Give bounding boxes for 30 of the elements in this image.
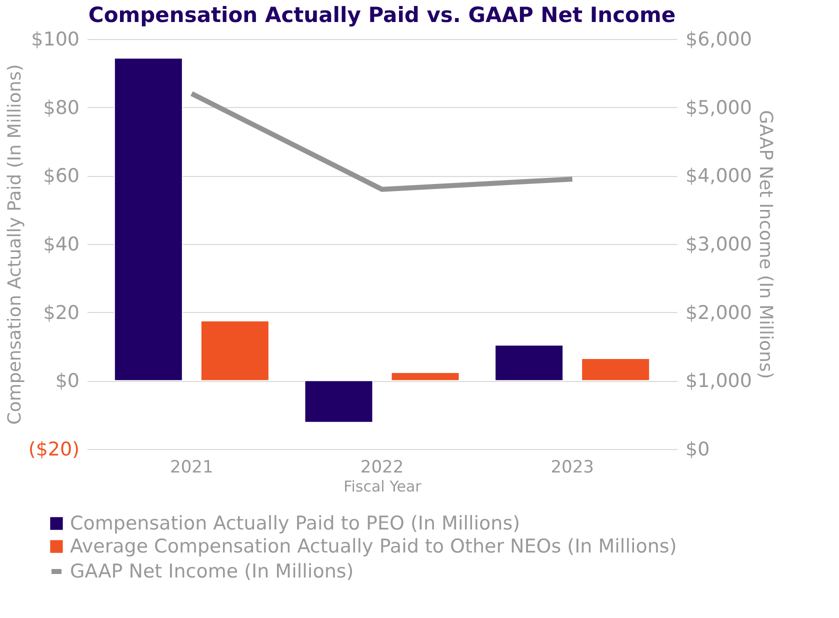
bar: [390, 372, 460, 382]
y-tick-label: $20: [43, 302, 80, 324]
bar: [114, 58, 183, 382]
y2-tick-label: $3,000: [686, 234, 752, 256]
y-tick-label: $100: [31, 28, 80, 50]
y2-tick-label: $5,000: [686, 96, 752, 119]
y-axis-title: Compensation Actually Paid (In Millions): [4, 64, 26, 425]
bar: [200, 320, 270, 382]
y-tick-label: $0: [55, 370, 80, 392]
y2-tick-label: $4,000: [686, 165, 752, 188]
x-tick-label: 2023: [550, 458, 594, 478]
y-tick-label: $80: [43, 96, 80, 119]
y2-axis-title: GAAP Net Income (In Millions): [754, 110, 776, 379]
y-tick-label: ($20): [28, 438, 80, 460]
bar: [581, 358, 650, 382]
legend-label: GAAP Net Income (In Millions): [70, 560, 354, 582]
y2-tick-label: $6,000: [686, 28, 752, 50]
legend-label: Compensation Actually Paid to PEO (In Millions): [70, 512, 520, 534]
y-tick-label: $40: [43, 234, 80, 256]
y2-tick-label: $0: [686, 438, 710, 460]
y-tick-label: $60: [43, 165, 80, 188]
y2-tick-label: $1,000: [686, 370, 752, 392]
bar: [304, 380, 374, 423]
x-axis-title: Fiscal Year: [344, 478, 422, 496]
y2-tick-label: $2,000: [686, 302, 752, 324]
legend-label: Average Compensation Actually Paid to Other NEOs (In Millions): [70, 536, 677, 558]
chart-title: Compensation Actually Paid vs. GAAP Net Income: [88, 3, 676, 27]
x-tick-label: 2022: [360, 458, 404, 478]
bar: [494, 344, 564, 382]
x-tick-label: 2021: [170, 458, 214, 478]
